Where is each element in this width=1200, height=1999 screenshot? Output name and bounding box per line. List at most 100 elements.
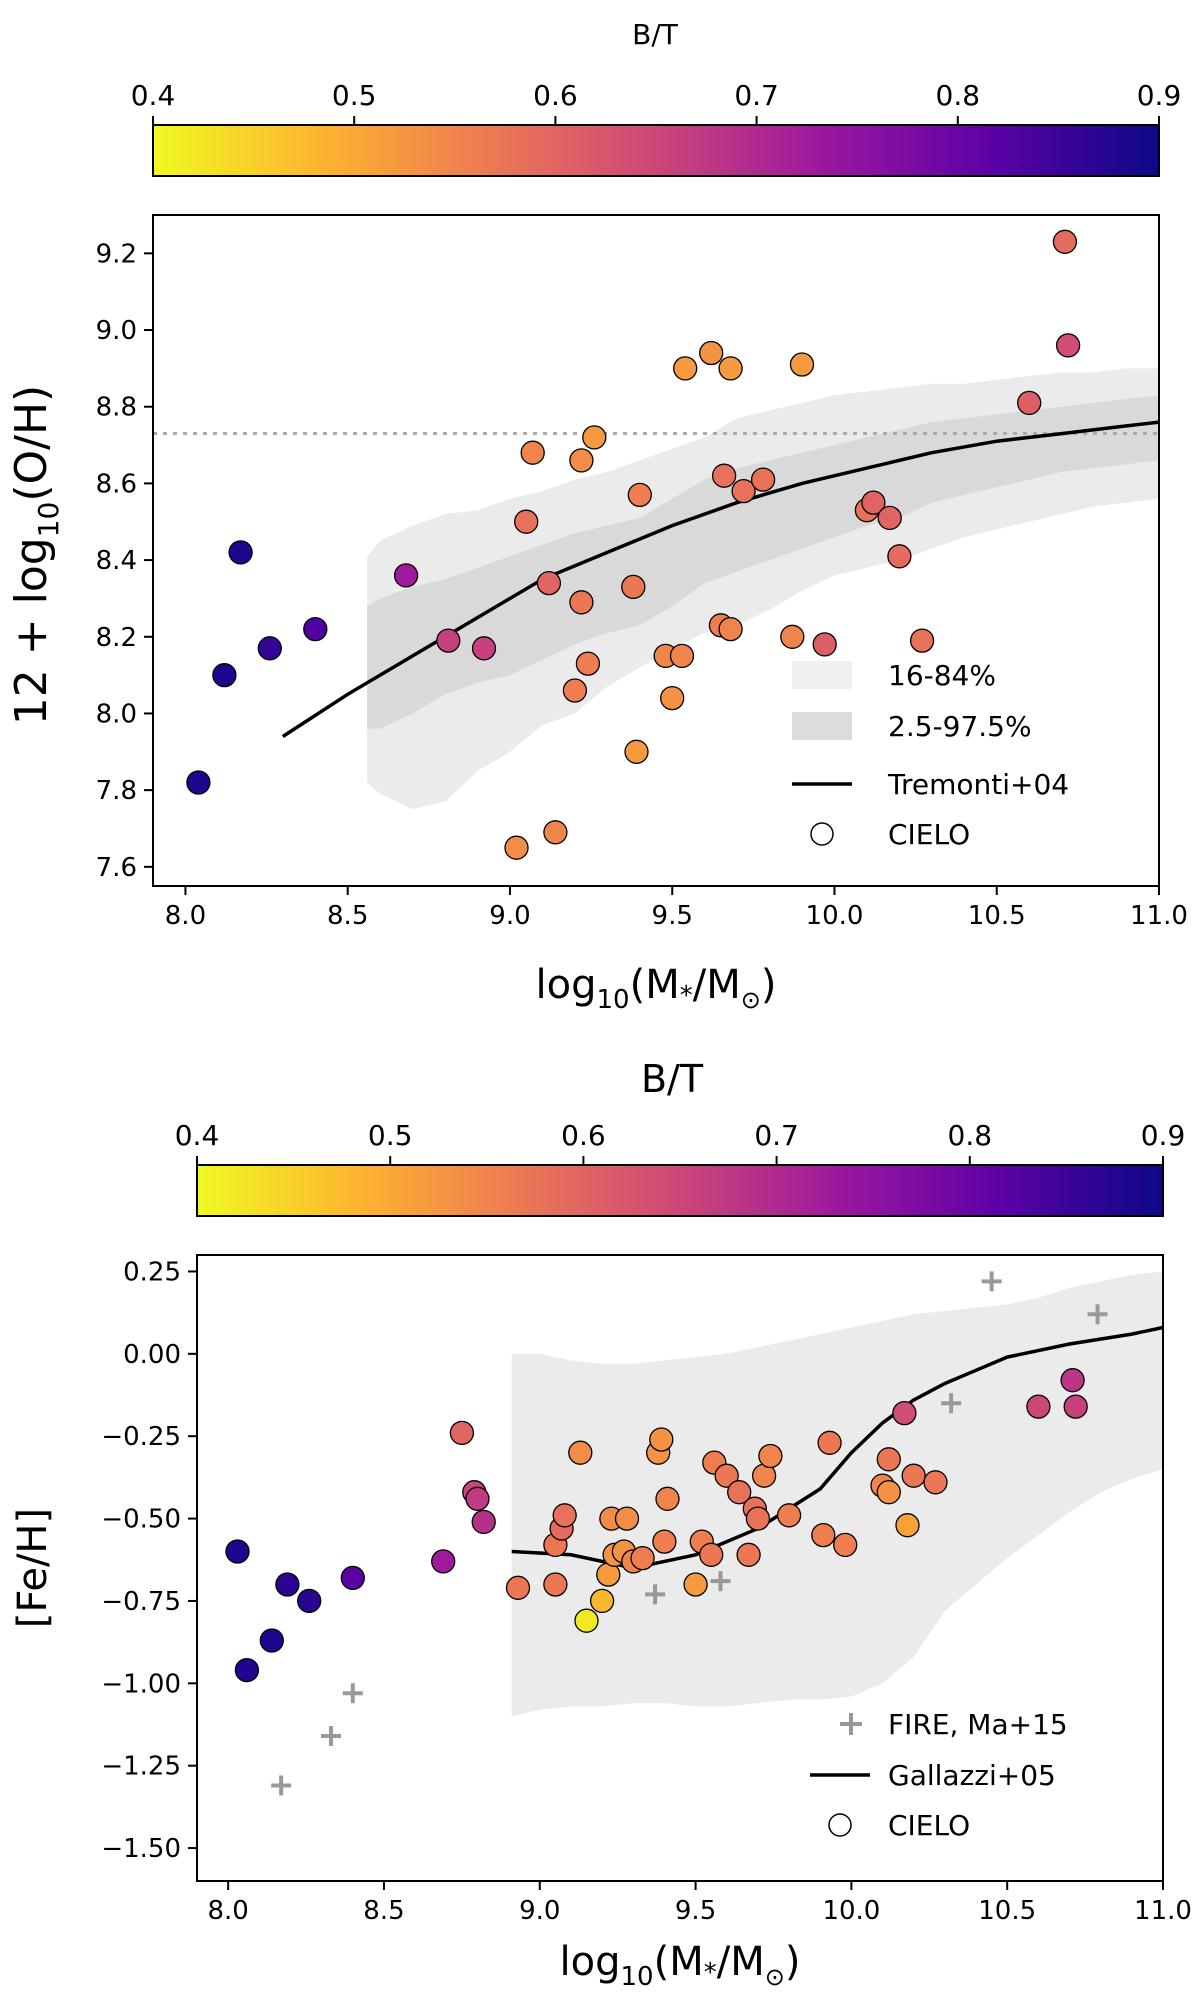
cielo-point — [234, 1657, 260, 1683]
x-tick-label: 10.0 — [822, 1896, 880, 1926]
cielo-point — [758, 1443, 783, 1469]
colorbar-tick-label: 0.6 — [561, 1119, 606, 1152]
cielo-point — [257, 636, 282, 661]
x-tick-label: 9.5 — [675, 1896, 716, 1926]
x-tick-label: 9.0 — [489, 901, 530, 931]
top-legend: 16-84% 2.5-97.5% Tremonti+04 CIELO — [792, 659, 1069, 851]
cielo-point — [259, 1628, 284, 1653]
top-plot-frame — [152, 214, 1160, 887]
cielo-point — [589, 1588, 615, 1614]
cielo-point — [449, 1420, 475, 1446]
cielo-point — [745, 1506, 771, 1531]
fire-point — [320, 1726, 341, 1747]
fire-point — [271, 1775, 292, 1796]
x-tick-label: 10.5 — [978, 1896, 1036, 1926]
legend-label-cielo-bottom: CIELO — [888, 1809, 970, 1842]
cielo-point — [624, 739, 649, 764]
y-tick-label: −0.50 — [101, 1505, 181, 1535]
bottom-x-axis-ticks: 8.0 8.5 9.0 9.5 10.0 10.5 11.0 — [207, 1881, 1192, 1926]
cielo-point — [431, 1549, 456, 1574]
cielo-point — [505, 1575, 531, 1600]
gallazzi-relation-line — [511, 1325, 1164, 1570]
colorbar-tick-label: 0.8 — [948, 1119, 993, 1152]
cielo-point — [575, 651, 601, 676]
y-tick-label: −0.25 — [101, 1422, 181, 1452]
fire-point — [1087, 1304, 1108, 1325]
band-16-84 — [367, 395, 1159, 729]
cielo-point — [876, 1480, 901, 1505]
cielo-point — [569, 448, 594, 473]
cielo-point — [699, 340, 724, 366]
y-tick-label: −1.00 — [101, 1669, 181, 1699]
y-tick-label: 8.2 — [96, 623, 137, 653]
cielo-point — [1060, 1368, 1085, 1393]
cielo-point — [340, 1565, 365, 1591]
top-bands — [367, 368, 1159, 810]
colorbar-tick-label: 0.5 — [368, 1119, 413, 1152]
cielo-point — [817, 1430, 842, 1455]
cielo-point — [812, 632, 837, 657]
colorbar-tick-label: 0.7 — [754, 1119, 799, 1152]
fire-point — [342, 1683, 363, 1704]
y-tick-label: 7.6 — [96, 853, 137, 883]
cielo-point — [669, 643, 695, 669]
top-panel: 8.0 8.5 9.0 9.5 10.0 10.5 11.0 7.6 7.8 8.0 8.2 8.4… — [6, 214, 1188, 1015]
top-x-axis-label: log10(M*/M⊙) — [536, 962, 777, 1015]
cielo-point — [877, 505, 902, 531]
colorbar-tick-label: 0.4 — [175, 1119, 220, 1152]
tremonti-relation-line — [281, 420, 1160, 738]
legend-label-tremonti: Tremonti+04 — [887, 768, 1069, 801]
bottom-plot-frame — [196, 1254, 1164, 1882]
cielo-point — [901, 1463, 926, 1488]
x-tick-label: 8.0 — [165, 901, 206, 931]
x-tick-label: 11.0 — [1130, 901, 1188, 931]
fire-point — [941, 1393, 962, 1414]
cielo-point — [699, 1542, 724, 1567]
legend-label-2-5-97-5: 2.5-97.5% — [888, 710, 1032, 743]
cielo-point — [436, 628, 461, 653]
y-tick-label: 8.8 — [96, 393, 137, 423]
bottom-y-axis-label: [Fe/H] — [10, 1508, 56, 1628]
x-tick-label: 8.5 — [363, 1896, 404, 1926]
cielo-point — [1055, 333, 1081, 358]
cielo-point — [718, 356, 743, 381]
colorbar-tick-label: 0.4 — [131, 79, 176, 112]
cielo-point — [789, 352, 815, 377]
bottom-colorbar-title: B/T — [641, 1057, 704, 1101]
x-tick-label: 9.0 — [519, 1896, 560, 1926]
x-tick-label: 8.0 — [207, 1896, 248, 1926]
colorbar-tick-label: 0.9 — [1141, 1119, 1186, 1152]
cielo-point — [1063, 1394, 1088, 1419]
cielo-point — [186, 770, 211, 795]
bottom-panel: 8.0 8.5 9.0 9.5 10.0 10.5 11.0 −1.50 −1.25 −1.00… — [10, 1254, 1192, 1992]
x-tick-label: 10.5 — [968, 901, 1026, 931]
y-tick-label: 8.4 — [96, 546, 137, 576]
y-tick-label: 8.6 — [96, 469, 137, 499]
cielo-point — [731, 478, 756, 504]
cielo-point — [660, 685, 685, 711]
bottom-colorbar: B/T 0.4 0.5 0.6 0.7 0.8 0.9 — [175, 1057, 1186, 1217]
cielo-point — [275, 1572, 300, 1597]
y-tick-label: 8.0 — [96, 699, 137, 729]
cielo-point — [1017, 390, 1042, 416]
legend-swatch-2-5-97-5 — [792, 712, 852, 740]
cielo-point — [297, 1588, 322, 1614]
cielo-point — [465, 1486, 490, 1511]
cielo-point — [520, 440, 545, 465]
cielo-point — [562, 678, 588, 703]
cielo-point — [895, 1513, 920, 1538]
cielo-point — [736, 1542, 761, 1567]
cielo-point — [673, 356, 698, 381]
bottom-cielo-points — [225, 1368, 1088, 1683]
fire-ma15-points — [271, 1271, 1108, 1796]
y-tick-label: 0.00 — [123, 1340, 181, 1370]
cielo-point — [718, 616, 743, 642]
legend-label-fire: FIRE, Ma+15 — [888, 1708, 1068, 1741]
legend-swatch-cielo — [810, 822, 834, 846]
x-tick-label: 11.0 — [1134, 1896, 1192, 1926]
x-tick-label: 9.5 — [652, 901, 693, 931]
bottom-y-axis-ticks: −1.50 −1.25 −1.00 −0.75 −0.50 −0.25 0.00 0.25 — [101, 1257, 197, 1864]
cielo-point — [1026, 1394, 1051, 1419]
top-colorbar-bar — [152, 124, 1160, 177]
cielo-point — [568, 1440, 593, 1465]
